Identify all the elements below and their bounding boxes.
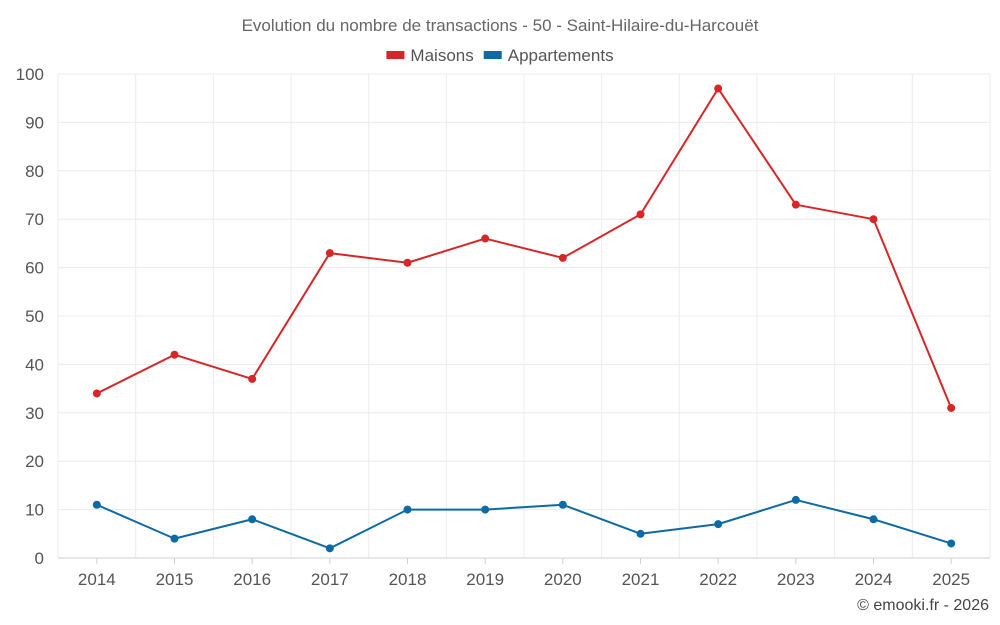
y-tick-label: 50 xyxy=(25,307,44,326)
data-point-appartements[interactable] xyxy=(325,544,334,553)
data-point-maisons[interactable] xyxy=(325,249,334,258)
y-tick-label: 40 xyxy=(25,355,44,374)
y-tick-label: 0 xyxy=(35,549,44,568)
series-line-appartements xyxy=(96,498,952,550)
legend-label-maisons: Maisons xyxy=(410,46,473,65)
data-point-appartements[interactable] xyxy=(403,505,412,514)
x-tick-label: 2021 xyxy=(622,570,660,589)
legend-label-appartements: Appartements xyxy=(508,46,614,65)
data-point-appartements[interactable] xyxy=(170,534,179,543)
legend-swatch-appartements xyxy=(483,51,502,59)
data-point-maisons[interactable] xyxy=(791,200,800,209)
credit-text: © emooki.fr - 2026 xyxy=(857,597,989,614)
x-tick-label: 2015 xyxy=(156,570,194,589)
y-tick-label: 80 xyxy=(25,162,44,181)
data-point-maisons[interactable] xyxy=(481,234,490,243)
gridlines xyxy=(57,73,991,558)
data-point-appartements[interactable] xyxy=(947,539,956,548)
series-layer xyxy=(92,84,956,553)
x-tick-label: 2019 xyxy=(466,570,504,589)
y-tick-label: 60 xyxy=(25,259,44,278)
data-point-maisons[interactable] xyxy=(947,403,956,412)
y-tick-label: 10 xyxy=(25,501,44,520)
chart-title: Evolution du nombre de transactions - 50… xyxy=(242,16,759,35)
series-line-maisons xyxy=(96,87,953,409)
data-point-appartements[interactable] xyxy=(791,495,800,504)
x-tick-label: 2017 xyxy=(311,570,349,589)
data-point-appartements[interactable] xyxy=(558,500,567,509)
data-point-appartements[interactable] xyxy=(636,529,645,538)
data-point-appartements[interactable] xyxy=(248,515,257,524)
data-point-maisons[interactable] xyxy=(92,389,101,398)
data-point-maisons[interactable] xyxy=(714,84,723,93)
x-tick-label: 2024 xyxy=(855,570,893,589)
x-tick-label: 2014 xyxy=(78,570,116,589)
x-tick-label: 2022 xyxy=(699,570,737,589)
x-tick-label: 2020 xyxy=(544,570,582,589)
data-point-maisons[interactable] xyxy=(403,258,412,267)
legend: Maisons Appartements xyxy=(386,46,614,65)
x-tick-label: 2023 xyxy=(777,570,815,589)
series-appartements xyxy=(92,495,956,553)
data-point-appartements[interactable] xyxy=(92,500,101,509)
y-tick-label: 20 xyxy=(25,452,44,471)
data-point-maisons[interactable] xyxy=(170,350,179,359)
data-point-maisons[interactable] xyxy=(869,215,878,224)
series-maisons xyxy=(92,84,956,412)
y-tick-label: 30 xyxy=(25,404,44,423)
legend-swatch-maisons xyxy=(386,51,405,59)
data-point-maisons[interactable] xyxy=(636,210,645,219)
data-point-maisons[interactable] xyxy=(558,253,567,262)
y-tick-label: 100 xyxy=(16,65,44,84)
y-tick-label: 70 xyxy=(25,210,44,229)
x-tick-label: 2025 xyxy=(932,570,970,589)
data-point-maisons[interactable] xyxy=(248,374,257,383)
x-tick-label: 2016 xyxy=(233,570,271,589)
data-point-appartements[interactable] xyxy=(714,520,723,529)
y-tick-label: 90 xyxy=(25,113,44,132)
data-point-appartements[interactable] xyxy=(869,515,878,524)
x-tick-label: 2018 xyxy=(389,570,427,589)
axes: 0 10 20 30 40 50 60 70 80 90 100 2014 2015 2016 2017 20… xyxy=(16,65,990,589)
data-point-appartements[interactable] xyxy=(481,505,490,514)
